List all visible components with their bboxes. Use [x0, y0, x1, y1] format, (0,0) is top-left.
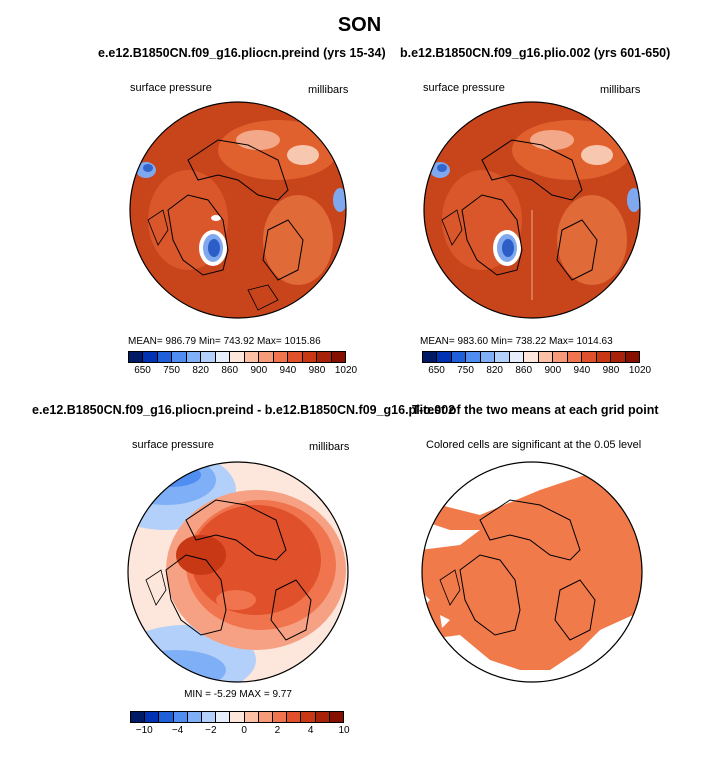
- colorbar-tick-label: 1020: [334, 365, 358, 376]
- bottom-left-colorbar-ticks: −10 −4 −2 0 2 4 10: [130, 723, 350, 737]
- colorbar-tick-label: 860: [515, 365, 533, 376]
- colorbar-cell: [157, 352, 173, 362]
- top-left-colorbar: 650 750 820 860 900 940 980 1020: [128, 351, 357, 377]
- colorbar-tick-label: −10: [135, 725, 153, 736]
- colorbar-cell: [244, 712, 259, 722]
- colorbar-tick-label: −2: [205, 725, 217, 736]
- bottom-left-variable-label: surface pressure: [132, 439, 214, 451]
- colorbar-cell: [131, 712, 146, 722]
- colorbar-cell: [187, 712, 203, 722]
- colorbar-cell: [159, 712, 174, 722]
- colorbar-cell: [288, 352, 303, 362]
- colorbar-cell: [186, 352, 202, 362]
- colorbar-cell: [466, 352, 481, 362]
- colorbar-tick-label: 4: [307, 725, 314, 736]
- colorbar-tick-label: 0: [241, 725, 247, 736]
- top-right-polar-map: [423, 101, 641, 319]
- top-right-variable-label: surface pressure: [423, 82, 505, 94]
- colorbar-cell: [202, 712, 217, 722]
- colorbar-tick-label: 650: [428, 365, 445, 376]
- top-right-colorbar-cells: [422, 351, 640, 363]
- colorbar-tick-label: 750: [457, 365, 474, 376]
- colorbar-cell: [423, 352, 438, 362]
- top-left-units-label: millibars: [308, 84, 349, 96]
- colorbar-cell: [509, 352, 525, 362]
- colorbar-cell: [302, 352, 318, 362]
- top-right-colorbar-ticks: 650 750 820 860 900 940 980 1020: [422, 363, 651, 377]
- colorbar-tick-label: 940: [279, 365, 297, 376]
- colorbar-tick-label: 2: [274, 725, 281, 736]
- top-left-stats: MEAN= 986.79 Min= 743.92 Max= 1015.86: [128, 336, 321, 347]
- colorbar-cell: [317, 352, 332, 362]
- colorbar-cell: [596, 352, 612, 362]
- colorbar-cell: [259, 352, 274, 362]
- bottom-left-difference-map: [127, 461, 349, 683]
- colorbar-cell: [201, 352, 216, 362]
- bottom-right-ttest-map: [421, 461, 643, 683]
- top-left-colorbar-ticks: 650 750 820 860 900 940 980 1020: [128, 363, 357, 377]
- colorbar-cell: [230, 352, 245, 362]
- colorbar-cell: [538, 352, 554, 362]
- top-left-variable-label: surface pressure: [130, 82, 212, 94]
- colorbar-tick-label: 820: [192, 365, 209, 376]
- colorbar-cell: [273, 352, 289, 362]
- colorbar-tick-label: 820: [486, 365, 503, 376]
- top-left-title: e.e12.B1850CN.f09_g16.pliocn.preind (yrs…: [98, 46, 386, 60]
- top-left-colorbar-cells: [128, 351, 346, 363]
- colorbar-cell: [129, 352, 144, 362]
- colorbar-cell: [301, 712, 316, 722]
- main-title: SON: [337, 14, 382, 36]
- colorbar-tick-label: 940: [573, 365, 591, 376]
- bottom-right-subtitle: Colored cells are significant at the 0.0…: [426, 439, 642, 451]
- colorbar-cell: [329, 712, 344, 722]
- colorbar-tick-label: 980: [308, 365, 326, 376]
- colorbar-cell: [244, 352, 260, 362]
- colorbar-cell: [611, 352, 626, 362]
- colorbar-cell: [625, 352, 640, 362]
- colorbar-cell: [287, 712, 302, 722]
- colorbar-cell: [480, 352, 496, 362]
- colorbar-tick-label: 860: [221, 365, 239, 376]
- colorbar-cell: [524, 352, 539, 362]
- bottom-left-colorbar-cells: [130, 711, 344, 723]
- bottom-left-stats: MIN = -5.29 MAX = 9.77: [184, 689, 292, 700]
- colorbar-cell: [273, 712, 288, 722]
- colorbar-tick-label: 1020: [628, 365, 652, 376]
- colorbar-cell: [172, 352, 187, 362]
- bottom-left-colorbar: −10 −4 −2 0 2 4 10: [130, 711, 350, 737]
- top-left-polar-map: [129, 101, 347, 319]
- bottom-right-title: T-test of the two means at each grid poi…: [412, 403, 659, 417]
- colorbar-cell: [230, 712, 245, 722]
- colorbar-cell: [215, 352, 231, 362]
- top-right-colorbar: 650 750 820 860 900 940 980 1020: [422, 351, 651, 377]
- colorbar-cell: [216, 712, 231, 722]
- colorbar-cell: [582, 352, 597, 362]
- colorbar-tick-label: 750: [163, 365, 180, 376]
- colorbar-cell: [145, 712, 160, 722]
- colorbar-cell: [315, 712, 330, 722]
- top-right-stats: MEAN= 983.60 Min= 738.22 Max= 1014.63: [420, 336, 613, 347]
- colorbar-tick-label: 900: [250, 365, 268, 376]
- top-right-units-label: millibars: [600, 84, 641, 96]
- colorbar-cell: [331, 352, 346, 362]
- colorbar-cell: [495, 352, 510, 362]
- colorbar-tick-label: 10: [338, 725, 350, 736]
- colorbar-cell: [437, 352, 452, 362]
- colorbar-tick-label: −4: [171, 725, 184, 736]
- colorbar-cell: [553, 352, 568, 362]
- top-right-title: b.e12.B1850CN.f09_g16.plio.002 (yrs 601-…: [400, 46, 671, 60]
- colorbar-cell: [567, 352, 583, 362]
- bottom-left-units-label: millibars: [309, 441, 350, 453]
- colorbar-cell: [451, 352, 467, 362]
- colorbar-tick-label: 980: [602, 365, 620, 376]
- colorbar-cell: [258, 712, 274, 722]
- colorbar-tick-label: 650: [134, 365, 151, 376]
- colorbar-cell: [173, 712, 188, 722]
- colorbar-cell: [143, 352, 158, 362]
- bottom-left-title: e.e12.B1850CN.f09_g16.pliocn.preind - b.…: [32, 403, 456, 417]
- colorbar-tick-label: 900: [544, 365, 562, 376]
